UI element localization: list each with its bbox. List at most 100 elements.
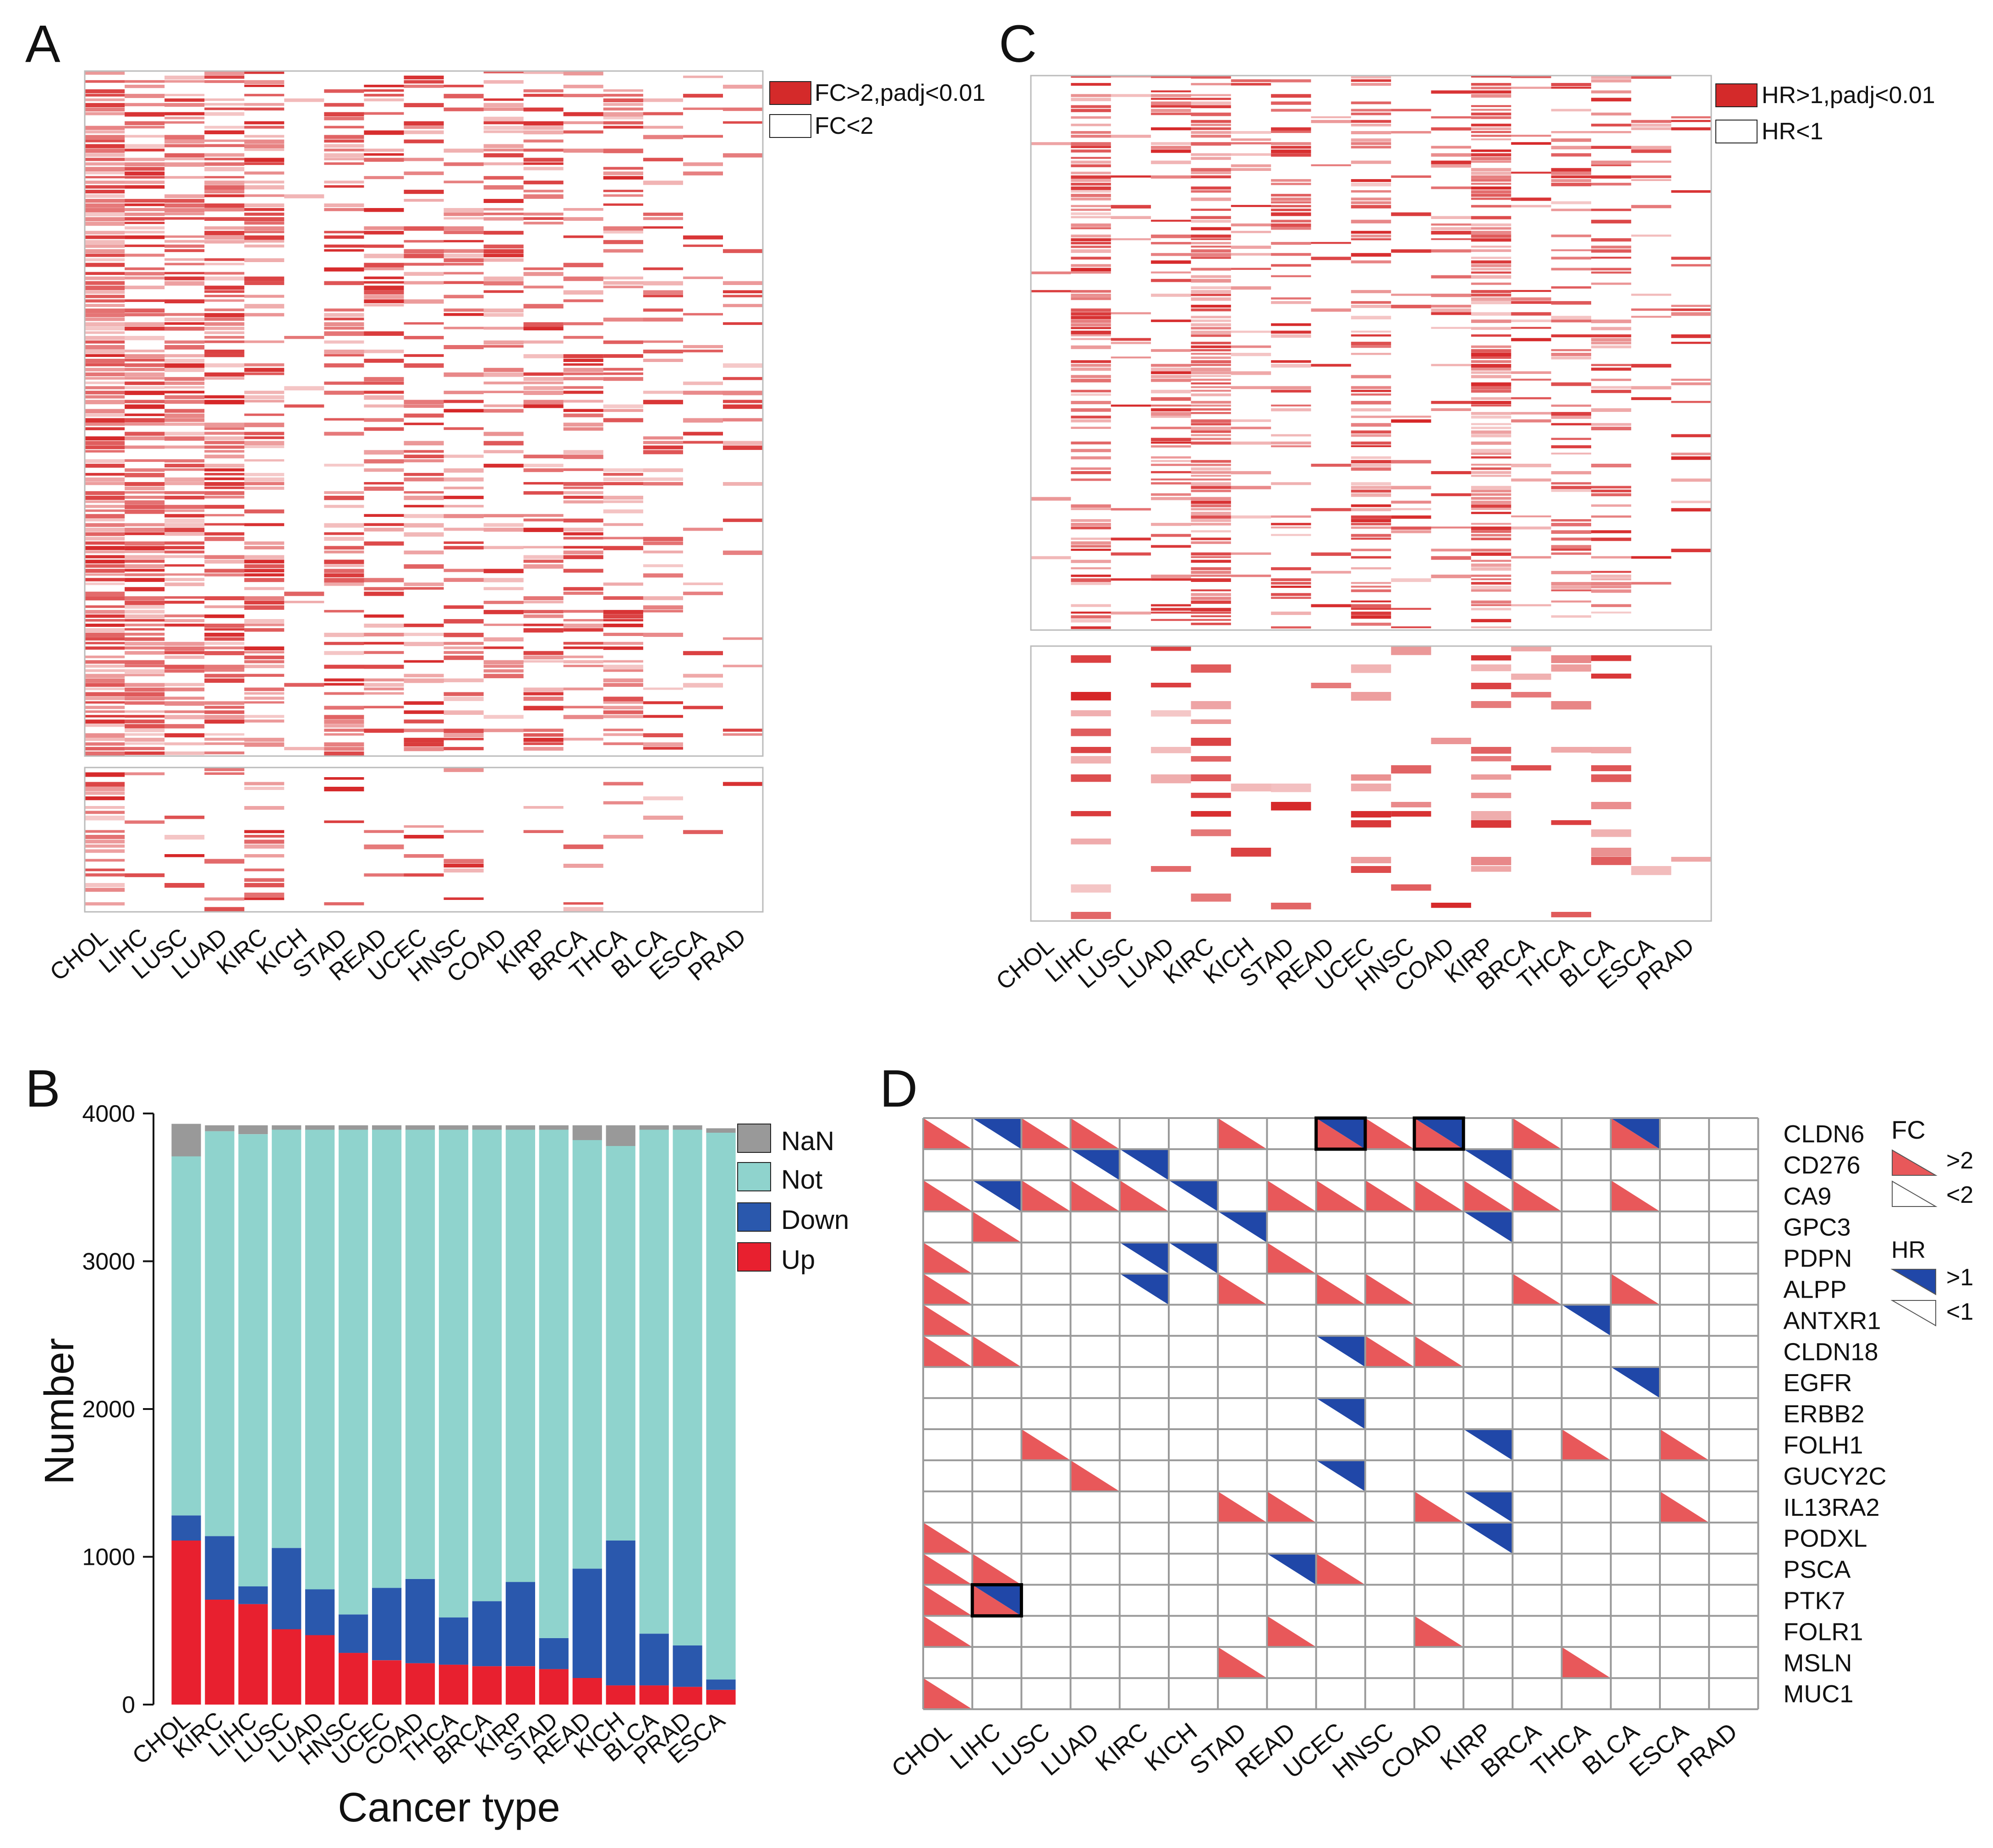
heatmap-cell	[1071, 142, 1111, 146]
heatmap-cell	[563, 372, 603, 375]
heatmap-cell	[125, 276, 165, 280]
heatmap-cell	[125, 724, 165, 729]
heatmap-cell	[563, 655, 603, 658]
heatmap-cell	[244, 787, 285, 790]
heatmap-cell	[1631, 582, 1671, 585]
heatmap-cell	[404, 455, 444, 458]
heatmap-cell	[603, 354, 643, 358]
heatmap-cell	[563, 208, 603, 211]
heatmap-cell	[1191, 316, 1231, 318]
heatmap-cell	[85, 340, 125, 344]
heatmap-cell	[603, 500, 643, 503]
heatmap-cell	[85, 719, 125, 724]
heatmap-cell	[324, 820, 364, 823]
heatmap-cell	[1631, 146, 1671, 150]
heatmap-cell	[1231, 223, 1271, 226]
heatmap-cell	[324, 715, 364, 719]
heatmap-cell	[404, 76, 444, 80]
heatmap-cell	[563, 363, 603, 366]
heatmap-cell	[1471, 349, 1511, 353]
heatmap-cell	[1191, 664, 1231, 673]
heatmap-cell	[1271, 253, 1311, 256]
heatmap-cell	[1191, 120, 1231, 123]
bar-segment-up	[372, 1660, 402, 1705]
heatmap-cell	[284, 601, 324, 603]
heatmap-cell	[1551, 471, 1591, 475]
heatmap-cell	[603, 537, 643, 539]
heatmap-cell	[603, 582, 643, 586]
heatmap-cell	[244, 559, 285, 564]
heatmap-cell	[164, 715, 205, 719]
bar-segment-down	[272, 1548, 301, 1629]
heatmap-cell	[1591, 79, 1632, 82]
heatmap-cell	[1031, 290, 1071, 292]
heatmap-cell	[643, 281, 683, 285]
heatmap-cell	[1071, 345, 1111, 349]
heatmap-cell	[1631, 308, 1671, 311]
heatmap-cell	[1471, 427, 1511, 429]
row-label: ANTXR1	[1783, 1307, 1881, 1334]
heatmap-cell	[85, 669, 125, 672]
heatmap-cell	[483, 674, 524, 679]
heatmap-cell	[1191, 619, 1231, 621]
heatmap-cell	[1151, 683, 1191, 688]
fc-up-triangle	[1365, 1118, 1414, 1149]
heatmap-cell	[164, 541, 205, 545]
heatmap-cell	[483, 372, 524, 377]
bar-segment-down	[305, 1589, 335, 1635]
heatmap-cell	[1271, 223, 1311, 227]
heatmap-cell	[523, 514, 564, 517]
heatmap-cell	[523, 482, 564, 485]
heatmap-cell	[1471, 604, 1511, 606]
heatmap-cell	[164, 816, 205, 819]
heatmap-cell	[1471, 327, 1511, 330]
heatmap-cell	[1551, 249, 1591, 252]
heatmap-cell	[643, 596, 683, 600]
heatmap-cell	[1191, 123, 1231, 126]
heatmap-cell	[443, 240, 484, 242]
heatmap-cell	[1231, 386, 1271, 389]
heatmap-cell	[523, 404, 564, 408]
heatmap-cell	[1351, 301, 1391, 304]
heatmap-cell	[603, 664, 643, 669]
heatmap-cell	[164, 377, 205, 381]
heatmap-cell	[683, 107, 723, 110]
heatmap-cell	[364, 514, 404, 517]
heatmap-cell	[723, 363, 763, 368]
heatmap-cell	[204, 290, 245, 293]
heatmap-cell	[1391, 500, 1431, 504]
heatmap-cell	[244, 541, 285, 545]
heatmap-cell	[244, 883, 285, 888]
heatmap-cell	[1191, 438, 1231, 440]
bar-segment-nan	[305, 1125, 335, 1130]
heatmap-cell	[1471, 537, 1511, 540]
heatmap-cell	[443, 651, 484, 654]
heatmap-cell	[603, 404, 643, 408]
heatmap-cell	[244, 171, 285, 175]
heatmap-cell	[643, 687, 683, 690]
heatmap-cell	[324, 532, 364, 535]
heatmap-cell	[1191, 482, 1231, 486]
heatmap-cell	[204, 710, 245, 714]
heatmap-cell	[643, 98, 683, 102]
heatmap-cell	[1071, 330, 1111, 335]
heatmap-cell	[164, 263, 205, 265]
heatmap-cell	[723, 418, 763, 422]
heatmap-cell	[1071, 578, 1111, 582]
matrix-d-row-labels: CLDN6CD276CA9GPC3PDPNALPPANTXR1CLDN18EGF…	[1783, 1120, 1886, 1708]
heatmap-cell	[364, 358, 404, 363]
highlight-box	[970, 1583, 1023, 1618]
heatmap-cell	[1191, 567, 1231, 570]
heatmap-cell	[1631, 293, 1671, 296]
heatmap-cell	[125, 601, 165, 605]
heatmap-cell	[1191, 475, 1231, 477]
heatmap-cell	[204, 190, 245, 194]
heatmap-cell	[1351, 330, 1391, 333]
bar-segment-up	[572, 1678, 602, 1705]
heatmap-cell	[164, 883, 205, 888]
heatmap-cell	[85, 883, 125, 887]
heatmap-cell	[643, 537, 683, 541]
heatmap-cell	[244, 651, 285, 653]
heatmap-cell	[1671, 456, 1711, 460]
heatmap-cell	[683, 390, 723, 395]
